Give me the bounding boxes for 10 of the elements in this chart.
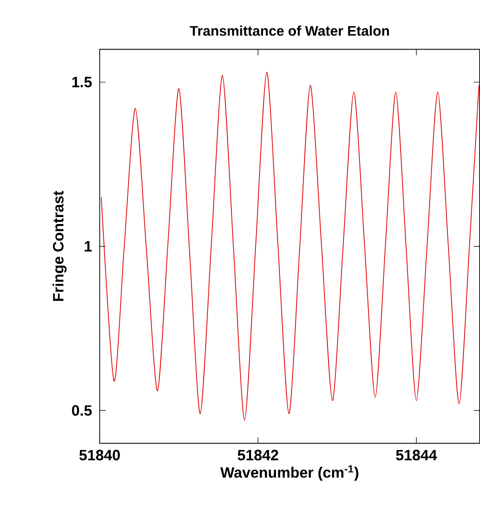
x-axis-title: Wavenumber (cm$^{-1}$) xyxy=(220,465,358,481)
x-tick-label: 51844 xyxy=(396,450,438,460)
x-tick-label: 51840 xyxy=(79,450,120,460)
y-tick-label: 1.5 xyxy=(72,76,92,88)
y-tick-label: 1 xyxy=(84,241,92,252)
chart-title: Transmittance of Water Etalon xyxy=(190,26,389,36)
line-series xyxy=(100,72,480,421)
y-axis-title: Fringe Contrast xyxy=(52,190,67,301)
x-tick-label: 51842 xyxy=(238,450,278,460)
y-tick-label: 0.5 xyxy=(72,405,92,416)
